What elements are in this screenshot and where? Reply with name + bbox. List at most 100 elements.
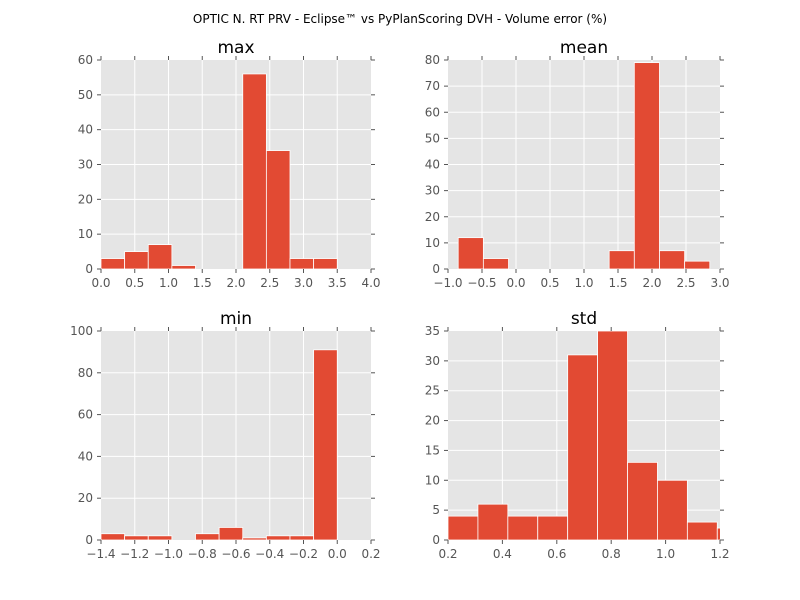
x-tick-label: −0.8 xyxy=(188,547,217,561)
x-tick-label: 1.5 xyxy=(193,276,212,290)
histogram-bar xyxy=(124,251,149,269)
x-tick-label: 0.4 xyxy=(493,547,512,561)
y-tick-label: 40 xyxy=(78,449,93,463)
x-tick-label: 4.0 xyxy=(361,276,380,290)
histogram-bar xyxy=(265,150,291,269)
x-tick-label: −1.0 xyxy=(154,547,183,561)
y-tick-label: 30 xyxy=(425,184,440,198)
x-tick-label: 0.2 xyxy=(361,547,380,561)
histogram-bar xyxy=(101,533,126,540)
histogram-bar xyxy=(567,354,598,540)
y-tick-label: 40 xyxy=(78,123,93,137)
x-tick-label: 3.0 xyxy=(710,276,729,290)
x-tick-label: 2.0 xyxy=(226,276,245,290)
x-tick-label: 0.8 xyxy=(602,547,621,561)
y-tick-label: 80 xyxy=(425,53,440,67)
y-tick-label: 30 xyxy=(425,354,440,368)
histogram-bar xyxy=(482,258,509,269)
y-tick-label: 10 xyxy=(425,236,440,250)
histogram-bar xyxy=(448,515,479,540)
x-tick-label: −0.6 xyxy=(221,547,250,561)
y-tick-label: 50 xyxy=(425,131,440,145)
histogram-bar xyxy=(289,258,315,269)
bars xyxy=(101,73,338,269)
x-tick-label: 0.0 xyxy=(328,547,347,561)
y-tick-label: 10 xyxy=(425,473,440,487)
y-tick-label: 20 xyxy=(425,414,440,428)
histogram-bar xyxy=(147,535,173,540)
subplot-title: max xyxy=(217,38,254,58)
histogram-bar xyxy=(507,515,539,540)
histogram-bar xyxy=(124,535,149,540)
x-tick-label: 1.2 xyxy=(710,547,729,561)
x-tick-label: −1.0 xyxy=(433,276,462,290)
y-tick-label: 0 xyxy=(85,262,93,276)
y-tick-label: 50 xyxy=(78,88,93,102)
x-tick-label: 2.0 xyxy=(642,276,661,290)
y-tick-label: 70 xyxy=(425,79,440,93)
y-tick-label: 60 xyxy=(78,408,93,422)
histogram-bar xyxy=(686,521,718,540)
histogram-bar xyxy=(633,62,660,269)
x-tick-label: 2.5 xyxy=(260,276,279,290)
y-tick-label: 0 xyxy=(85,533,93,547)
histogram-bar xyxy=(289,535,315,540)
y-tick-label: 0 xyxy=(432,262,440,276)
x-tick-label: −1.2 xyxy=(120,547,149,561)
x-tick-label: 3.0 xyxy=(294,276,313,290)
subplot-grid: 0.0 0.5 1.0 1.5 2.0 2.5 3.0 3.5 4.00102030405060… xyxy=(70,38,730,561)
subplot-title: min xyxy=(220,309,252,329)
histogram-bar xyxy=(659,250,686,269)
y-tick-label: 40 xyxy=(425,158,440,172)
y-tick-label: 10 xyxy=(78,227,93,241)
x-tick-label: −0.4 xyxy=(255,547,284,561)
histogram-bar xyxy=(313,349,338,540)
histogram-bar xyxy=(265,535,291,540)
x-tick-label: 1.0 xyxy=(159,276,178,290)
x-tick-label: 0.5 xyxy=(125,276,144,290)
subplot-std: 0.2 0.4 0.6 0.8 1.0 1.2 0 5 10 15 20 25 30 35 std xyxy=(425,309,730,561)
y-tick-label: 30 xyxy=(78,158,93,172)
y-tick-label: 80 xyxy=(78,366,93,380)
x-tick-label: 1.0 xyxy=(656,547,675,561)
histogram-bar xyxy=(684,260,711,269)
y-tick-label: 60 xyxy=(425,105,440,119)
y-tick-label: 0 xyxy=(432,533,440,547)
histogram-bar xyxy=(218,527,244,540)
bars xyxy=(448,331,720,540)
x-tick-label: 1.5 xyxy=(608,276,627,290)
histogram-bar xyxy=(608,250,635,269)
x-tick-label: 0.2 xyxy=(438,547,457,561)
histogram-bar xyxy=(313,258,338,269)
subplot-title: std xyxy=(571,309,597,329)
x-tick-label: 3.5 xyxy=(328,276,347,290)
histogram-bar xyxy=(147,244,173,269)
x-tick-label: −1.4 xyxy=(86,547,115,561)
y-tick-label: 35 xyxy=(425,324,440,338)
y-tick-label: 25 xyxy=(425,384,440,398)
x-tick-label: −0.5 xyxy=(467,276,496,290)
histogram-bar xyxy=(457,237,484,269)
bars xyxy=(457,62,711,269)
histogram-bar xyxy=(171,265,196,269)
y-tick-label: 100 xyxy=(70,324,93,338)
x-tick-label: 0.5 xyxy=(540,276,559,290)
x-tick-label: 0.0 xyxy=(91,276,110,290)
bars xyxy=(101,349,338,540)
figure-title: OPTIC N. RT PRV - Eclipse™ vs PyPlanScor… xyxy=(193,12,607,26)
x-tick-label: 0.0 xyxy=(506,276,525,290)
subplot-mean: −1.0 −0.5 0.0 0.5 1.0 1.5 2.0 2.5 3.0 0 10 20 30 40 50… xyxy=(425,38,730,290)
subplot-max: 0.0 0.5 1.0 1.5 2.0 2.5 3.0 3.5 4.0 0 10 20 30 40 50 60… xyxy=(78,38,381,290)
x-tick-label: −0.2 xyxy=(289,547,318,561)
y-tick-label: 20 xyxy=(425,210,440,224)
x-tick-label: 2.5 xyxy=(676,276,695,290)
histogram-bar xyxy=(537,515,569,540)
y-tick-label: 60 xyxy=(78,53,93,67)
histogram-bar xyxy=(716,527,720,540)
y-tick-label: 5 xyxy=(432,503,440,517)
histogram-bar xyxy=(242,73,267,269)
y-tick-label: 15 xyxy=(425,443,440,457)
histogram-bar xyxy=(657,479,688,540)
subplot-min: −1.4 −1.2 −1.0 −0.8 −0.6 −0.4 −0.2 0.0 0.2 0 20 40 6… xyxy=(70,309,380,561)
